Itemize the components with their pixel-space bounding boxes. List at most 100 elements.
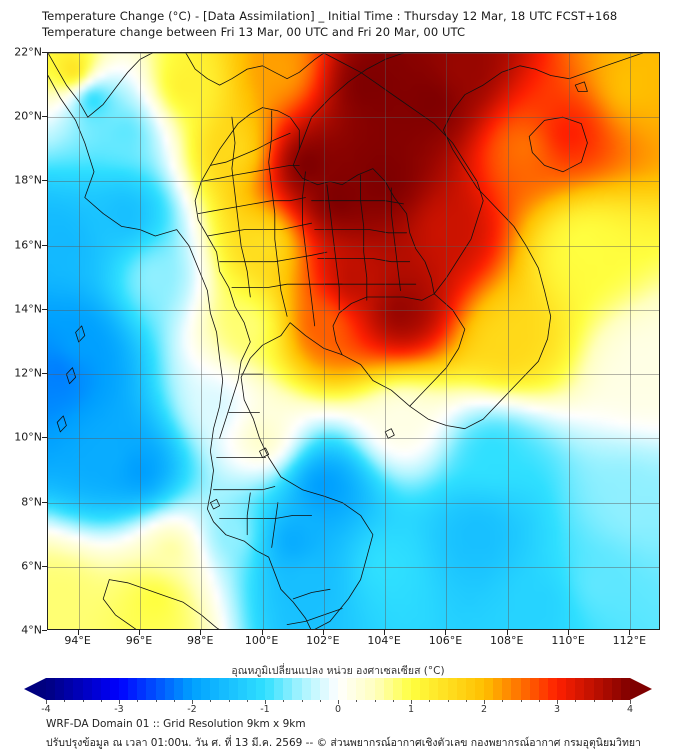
colorbar-under-arrow [24, 678, 46, 700]
latitude-tick-label: 16°N [14, 238, 42, 252]
colorbar-swatch [484, 678, 494, 700]
graticule-meridian [78, 53, 80, 629]
colorbar-swatch [255, 678, 265, 700]
colorbar-minor-tick [356, 700, 358, 702]
colorbar-swatch [274, 678, 284, 700]
colorbar-swatch [356, 678, 366, 700]
graticule-meridian [323, 53, 325, 629]
longitude-tick-mark [384, 630, 386, 635]
colorbar-minor-tick [246, 700, 248, 702]
graticule-parallel [48, 245, 659, 247]
colorbar-swatch [82, 678, 92, 700]
map-plot-area [47, 52, 660, 630]
colorbar-swatch [566, 678, 576, 700]
figure-title: Temperature Change (°C) - [Data Assimila… [42, 8, 662, 40]
latitude-tick-label: 10°N [14, 430, 42, 444]
colorbar-swatch [210, 678, 220, 700]
colorbar-swatch [447, 678, 457, 700]
colorbar-swatch [365, 678, 375, 700]
colorbar-swatch [292, 678, 302, 700]
colorbar-swatch [520, 678, 530, 700]
graticule-meridian [139, 53, 141, 629]
colorbar-minor-tick [593, 700, 595, 702]
colorbar-tick-mark [46, 700, 47, 704]
colorbar-swatch [584, 678, 594, 700]
colorbar-tick-label: 2 [480, 704, 488, 715]
latitude-tick-mark [42, 565, 47, 567]
colorbar-tick-mark [484, 700, 485, 704]
colorbar-swatch [55, 678, 65, 700]
latitude-tick-mark [42, 373, 47, 375]
graticule-meridian [201, 53, 203, 629]
longitude-tick-label: 94°E [64, 634, 91, 647]
colorbar-swatch [237, 678, 247, 700]
graticule-meridian [569, 53, 571, 629]
colorbar-minor-tick [155, 700, 157, 702]
longitude-tick-label: 108°E [490, 634, 524, 647]
colorbar-swatch [192, 678, 202, 700]
longitude-tick-mark [506, 630, 508, 635]
colorbar-minor-tick [502, 700, 504, 702]
longitude-tick-label: 110°E [551, 634, 585, 647]
colorbar-swatch [219, 678, 229, 700]
colorbar-tick-mark [338, 700, 339, 704]
longitude-tick-label: 112°E [612, 634, 647, 647]
footer-domain-info: WRF-DA Domain 01 :: Grid Resolution 9km … [46, 718, 306, 730]
graticule-parallel [48, 181, 659, 183]
latitude-tick-mark [42, 437, 47, 439]
longitude-tick-label: 98°E [187, 634, 214, 647]
latitude-tick-mark [42, 52, 47, 53]
colorbar-swatch [383, 678, 393, 700]
temperature-anomaly-field [48, 53, 659, 629]
colorbar-tick-mark [557, 700, 558, 704]
longitude-tick-mark [568, 630, 570, 635]
longitude-tick-mark [77, 630, 79, 635]
colorbar-minor-tick [392, 700, 394, 702]
colorbar-swatch [137, 678, 147, 700]
colorbar-minor-tick [319, 700, 321, 702]
colorbar-swatch [173, 678, 183, 700]
longitude-tick-mark [200, 630, 202, 635]
colorbar-minor-tick [538, 700, 540, 702]
colorbar-minor-tick [210, 700, 212, 702]
colorbar-swatch [164, 678, 174, 700]
longitude-tick-label: 106°E [428, 634, 463, 647]
latitude-tick-mark [42, 630, 47, 631]
longitude-tick-label: 100°E [244, 634, 279, 647]
colorbar-swatch [310, 678, 320, 700]
graticule-meridian [507, 53, 509, 629]
colorbar-swatch [538, 678, 548, 700]
latitude-tick-label: 8°N [21, 495, 42, 509]
latitude-tick-label: 22°N [14, 45, 42, 59]
colorbar-swatch [547, 678, 557, 700]
colorbar-tick-label: 3 [553, 704, 561, 715]
colorbar-minor-tick [429, 700, 431, 702]
graticule-parallel [48, 502, 659, 504]
graticule-parallel [48, 117, 659, 119]
graticule-parallel [48, 53, 659, 54]
colorbar-swatch [374, 678, 384, 700]
colorbar-tick-label: -2 [187, 704, 197, 715]
graticule-meridian [630, 53, 632, 629]
latitude-tick-label: 6°N [21, 559, 42, 573]
colorbar-minor-tick [137, 700, 139, 702]
colorbar-swatch [429, 678, 439, 700]
colorbar-swatch [100, 678, 110, 700]
colorbar-over-arrow [630, 678, 652, 700]
colorbar-swatch [119, 678, 129, 700]
map-coastlines-and-borders [48, 53, 643, 629]
latitude-tick-label: 12°N [14, 366, 42, 380]
latitude-tick-label: 14°N [14, 302, 42, 316]
colorbar-minor-tick [64, 700, 66, 702]
colorbar-swatch [575, 678, 585, 700]
colorbar-swatch [283, 678, 293, 700]
graticule-parallel [48, 438, 659, 440]
graticule-meridian [262, 53, 264, 629]
longitude-tick-mark [445, 630, 447, 635]
colorbar-tick-mark [119, 700, 120, 704]
colorbar-swatch [228, 678, 238, 700]
title-line-1: Temperature Change (°C) - [Data Assimila… [42, 9, 618, 23]
colorbar-swatch [46, 678, 56, 700]
colorbar-minor-tick [465, 700, 467, 702]
